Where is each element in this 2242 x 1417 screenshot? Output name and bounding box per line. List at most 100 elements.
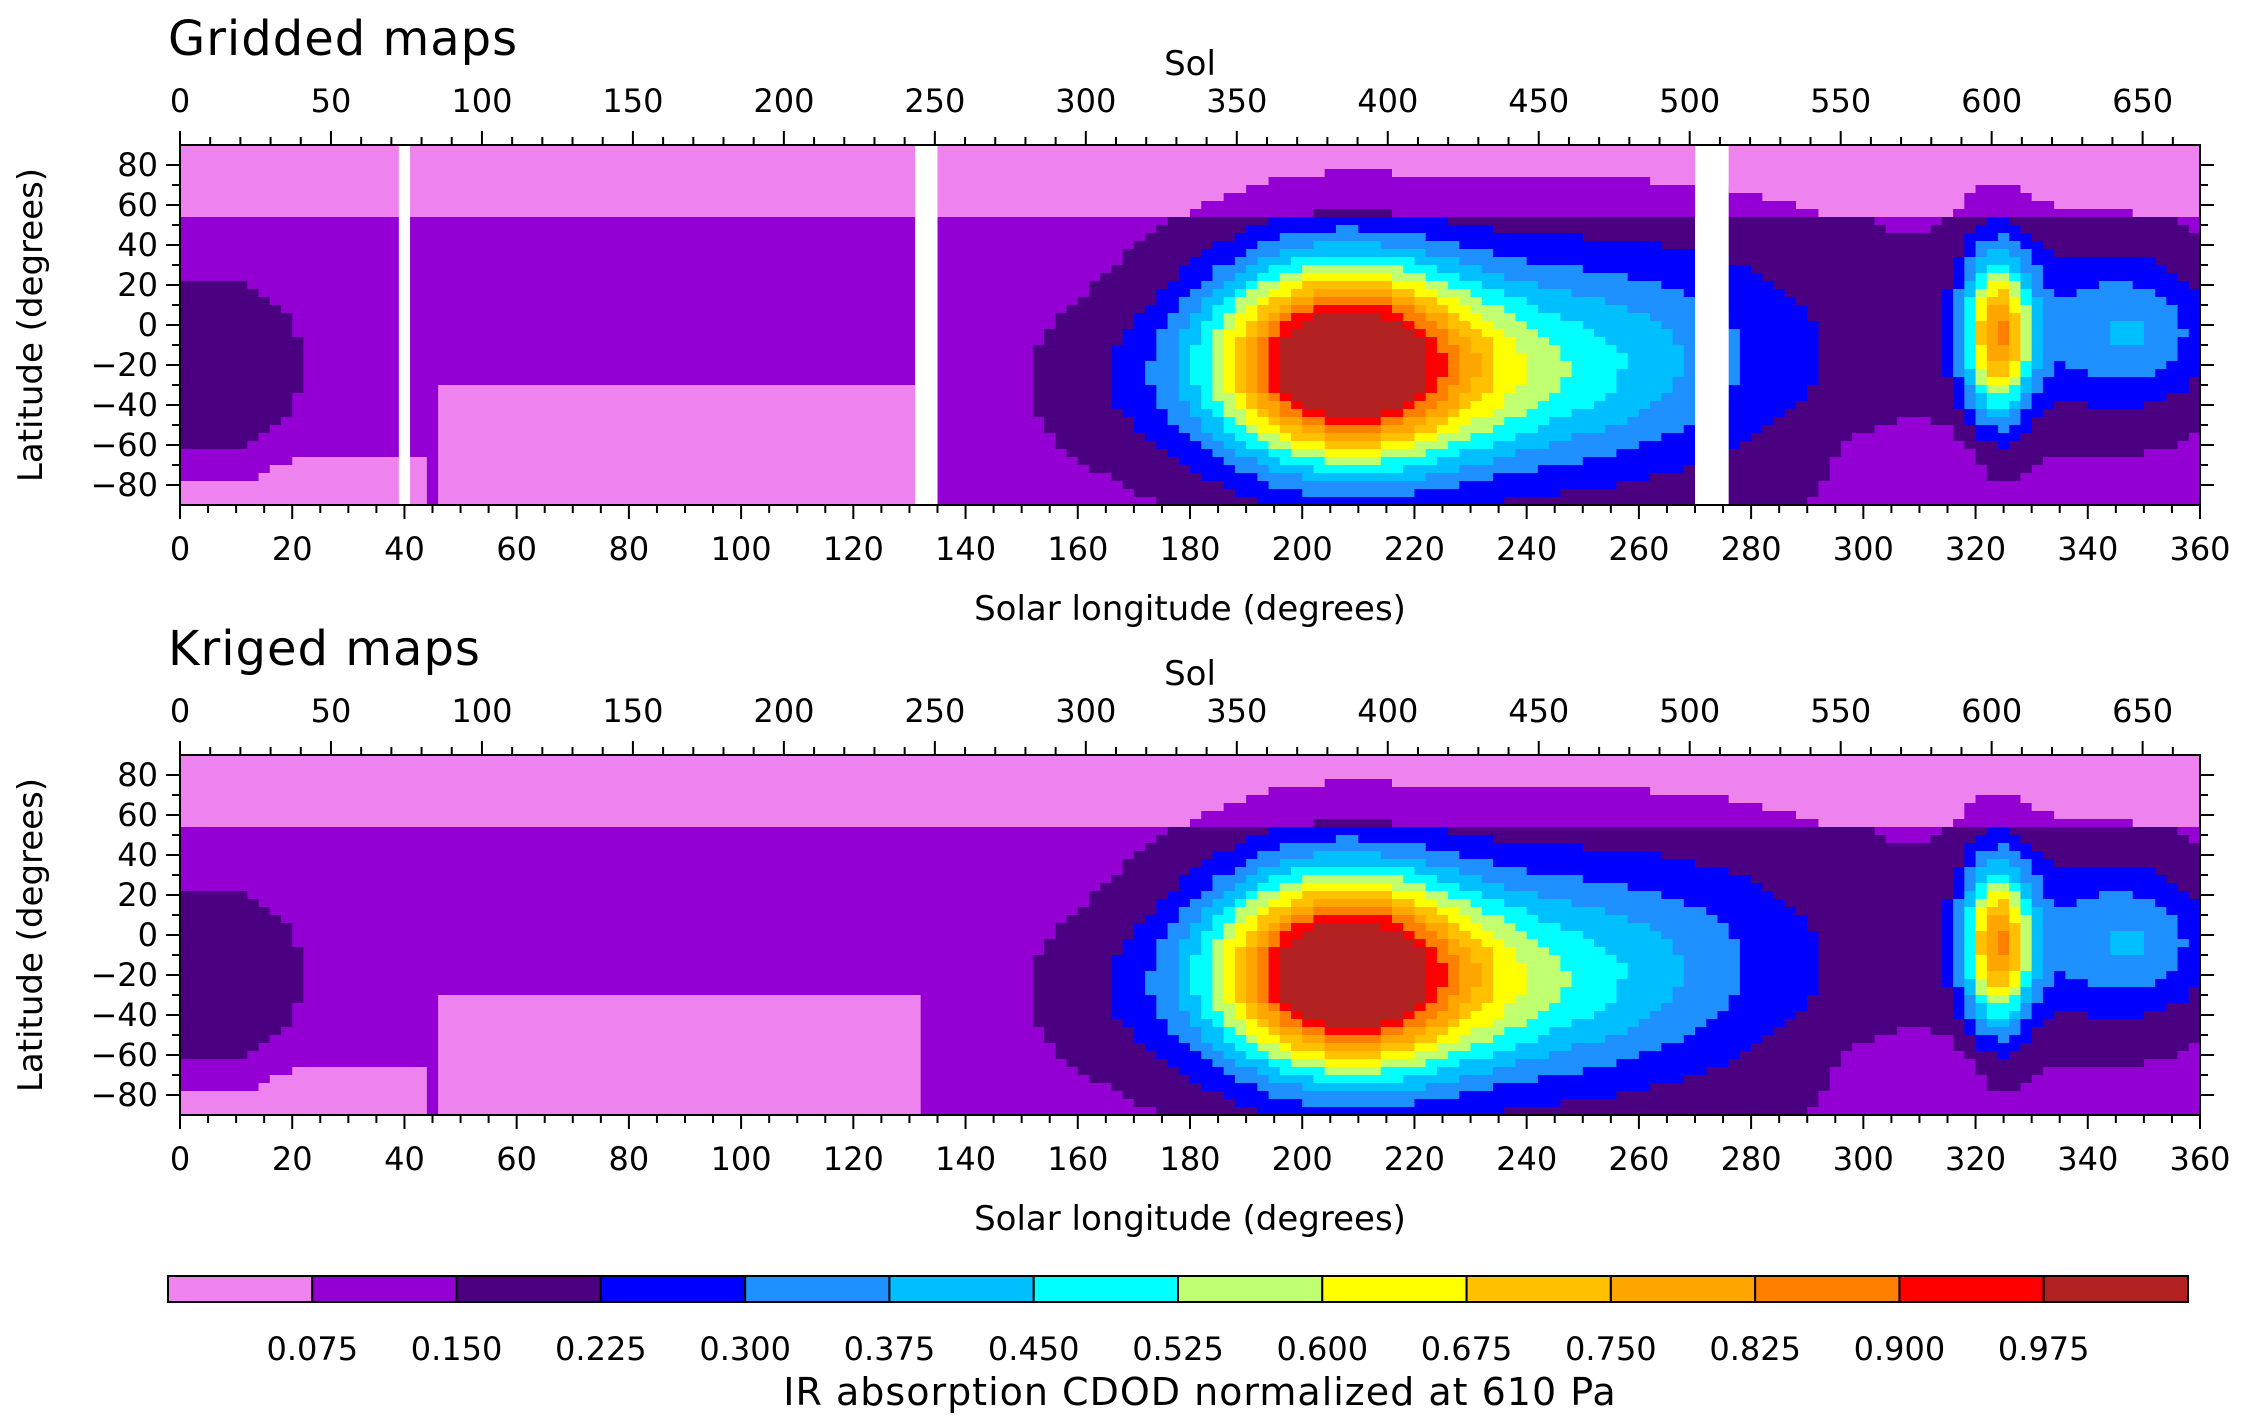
field-cell: [1448, 329, 1460, 338]
field-cell: [2110, 337, 2145, 346]
field-cell: [1111, 385, 1157, 394]
field-cell: [2177, 313, 2200, 322]
field-cell: [1156, 393, 1180, 402]
field-cell: [2009, 891, 2022, 900]
field-cell: [1818, 209, 1954, 218]
field-cell: [1941, 947, 1954, 956]
field-cell: [1964, 811, 2055, 820]
y-tick-label: −40: [90, 386, 158, 424]
field-cell: [2087, 401, 2145, 410]
field-cell: [1190, 955, 1214, 964]
field-cell: [1111, 473, 1202, 482]
field-cell: [1291, 329, 1416, 338]
field-cell: [1201, 425, 1225, 434]
field-cell: [2143, 931, 2179, 940]
data-gap: [398, 145, 411, 505]
field-cell: [1436, 995, 1449, 1004]
field-cell: [1190, 401, 1202, 410]
field-cell: [1044, 417, 1135, 426]
field-cell: [1167, 321, 1191, 330]
field-cell: [1515, 955, 1561, 964]
field-cell: [2020, 915, 2033, 924]
field-cell: [438, 441, 922, 450]
field-cell: [1156, 497, 1258, 505]
field-cell: [1178, 385, 1202, 394]
field-cell: [1156, 955, 1180, 964]
field-cell: [1986, 995, 2010, 1004]
field-cell: [1436, 433, 1472, 442]
field-cell: [1560, 313, 1651, 322]
field-cell: [2054, 249, 2200, 258]
field-cell: [2009, 305, 2022, 314]
field-cell: [1178, 875, 1214, 884]
field-cell: [1111, 369, 1146, 378]
field-cell: [2031, 401, 2055, 410]
field-cell: [1201, 441, 1225, 450]
field-cell: [1212, 305, 1236, 314]
x-tick-label: 0: [170, 1140, 190, 1178]
field-cell: [1953, 931, 1965, 940]
field-cell: [1739, 329, 1820, 338]
field-cell: [1268, 369, 1281, 378]
field-cell: [1885, 835, 1932, 844]
field-cell: [2042, 297, 2167, 306]
field-cell: [2031, 963, 2044, 972]
field-cell: [1638, 409, 1707, 418]
field-cell: [1964, 931, 1977, 940]
field-cell: [1246, 1035, 1258, 1044]
field-cell: [1268, 465, 1315, 474]
field-cell: [1111, 265, 1180, 274]
sol-tick-label: 250: [904, 692, 965, 730]
field-cell: [1279, 987, 1427, 996]
field-cell: [1953, 1003, 1965, 1012]
field-cell: [1145, 979, 1180, 988]
field-cell: [180, 1011, 293, 1020]
field-cell: [2166, 361, 2200, 370]
field-cell: [1481, 313, 1517, 322]
field-cell: [920, 1019, 1034, 1028]
field-cell: [1111, 1011, 1157, 1020]
field-cell: [1246, 1011, 1258, 1020]
field-cell: [1964, 393, 1977, 402]
field-cell: [180, 433, 260, 442]
field-cell: [1739, 345, 1820, 354]
field-cell: [2031, 899, 2055, 908]
field-cell: [920, 1051, 1056, 1060]
field-cell: [1975, 1019, 1988, 1028]
field-cell: [1279, 931, 1303, 940]
field-cell: [2031, 425, 2200, 434]
field-cell: [2065, 971, 2167, 980]
x-tick-label: 100: [711, 1140, 772, 1178]
field-cell: [1616, 449, 1730, 458]
field-cell: [1941, 931, 1954, 940]
field-cell: [1302, 473, 1427, 482]
field-cell: [1941, 907, 1954, 916]
field-cell: [1818, 329, 1943, 338]
field-cell: [303, 361, 1034, 370]
field-cell: [1223, 1011, 1236, 1020]
field-cell: [1515, 923, 1561, 932]
field-cell: [1246, 393, 1258, 402]
field-cell: [1728, 995, 1808, 1004]
field-cell: [1268, 1003, 1281, 1012]
field-cell: [1493, 859, 1696, 868]
field-cell: [1616, 385, 1674, 394]
field-cell: [1246, 979, 1258, 988]
field-cell: [1739, 971, 1820, 980]
field-cell: [2110, 321, 2145, 330]
field-cell: [1773, 417, 1898, 426]
field-cell: [1459, 465, 1539, 474]
field-cell: [2042, 329, 2111, 338]
field-cell: [1807, 915, 1943, 924]
field-cell: [1234, 433, 1258, 442]
field-cell: [1279, 859, 1427, 868]
field-cell: [1302, 273, 1393, 282]
field-cell: [1190, 345, 1214, 354]
x-tick-label: 40: [384, 1140, 425, 1178]
field-cell: [1403, 409, 1427, 418]
field-cell: [1582, 843, 1965, 852]
field-cell: [1268, 385, 1281, 394]
field-cell: [180, 979, 305, 988]
field-cell: [1122, 337, 1157, 346]
